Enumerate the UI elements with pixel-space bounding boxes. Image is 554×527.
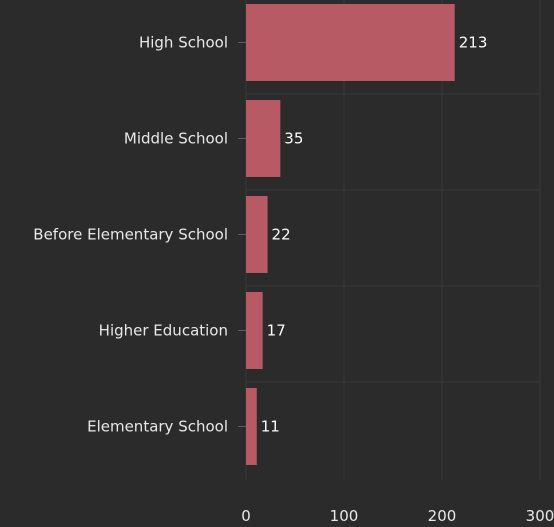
category-label: Higher Education bbox=[99, 322, 228, 340]
category-label: High School bbox=[139, 34, 228, 52]
x-tick-label: 300 bbox=[526, 507, 554, 525]
x-tick-label: 0 bbox=[241, 507, 251, 525]
value-label: 17 bbox=[267, 322, 286, 340]
x-tick-label: 200 bbox=[428, 507, 457, 525]
bar-high-school[interactable] bbox=[246, 4, 455, 81]
x-axis: 0 100 200 300 bbox=[238, 42, 554, 525]
category-label: Before Elementary School bbox=[33, 226, 228, 244]
value-label: 213 bbox=[459, 34, 488, 52]
bar-elementary-school[interactable] bbox=[246, 388, 257, 465]
bars-layer bbox=[246, 4, 455, 465]
x-tick-label: 100 bbox=[330, 507, 359, 525]
bar-middle-school[interactable] bbox=[246, 100, 281, 177]
bar-before-elementary-school[interactable] bbox=[246, 196, 268, 273]
category-label: Middle School bbox=[124, 130, 228, 148]
bar-higher-education[interactable] bbox=[246, 292, 263, 369]
value-label: 35 bbox=[284, 130, 303, 148]
value-label: 11 bbox=[261, 418, 280, 436]
labels-layer: High School 213 Middle School 35 Before Elem… bbox=[33, 34, 487, 436]
value-label: 22 bbox=[272, 226, 291, 244]
category-label: Elementary School bbox=[87, 418, 228, 436]
